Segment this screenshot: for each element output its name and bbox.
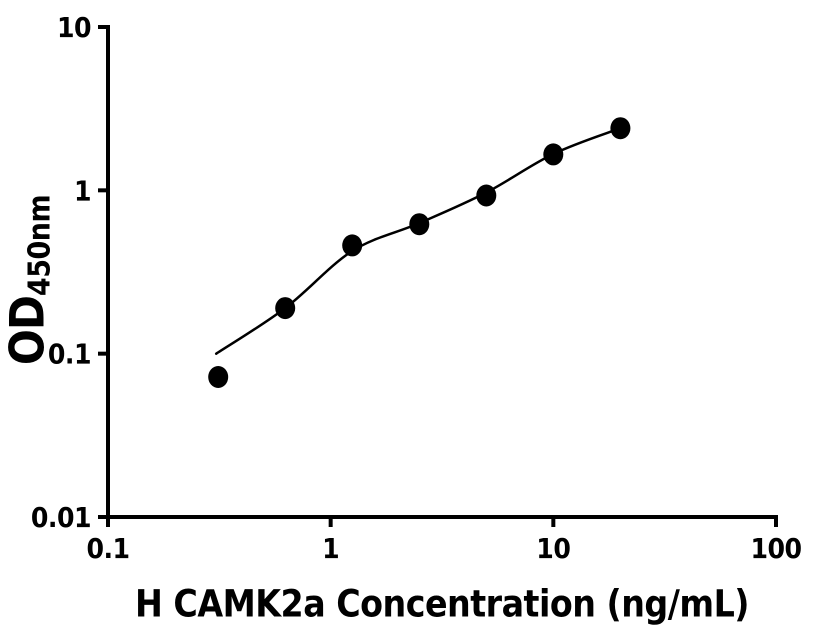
data-point-marker-0.3125 (208, 366, 229, 388)
data-point-marker-20 (610, 117, 631, 140)
x-tick-label-10: 10 (536, 532, 570, 565)
data-point-marker-10 (543, 143, 564, 166)
x-tick-label-100: 100 (750, 532, 801, 565)
data-point-marker-5 (476, 184, 497, 207)
data-point-marker-2.5 (409, 213, 430, 236)
data-point-marker-0.625 (275, 297, 296, 320)
y-tick-label-10: 10 (57, 11, 91, 44)
y-axis-title-main: OD (0, 296, 56, 366)
y-axis-title-subscript: 450nm (22, 194, 58, 297)
x-tick-label-0.1: 0.1 (86, 532, 129, 565)
data-point-marker-1.25 (342, 234, 363, 257)
y-tick-label-1: 1 (74, 174, 91, 207)
x-tick-label-1: 1 (322, 532, 339, 565)
y-axis-title: OD450nm (0, 194, 58, 366)
y-tick-label-0.1: 0.1 (48, 338, 91, 371)
x-axis-title: H CAMK2a Concentration (ng/mL) (134, 582, 750, 626)
y-tick-label-0.01: 0.01 (31, 501, 91, 534)
